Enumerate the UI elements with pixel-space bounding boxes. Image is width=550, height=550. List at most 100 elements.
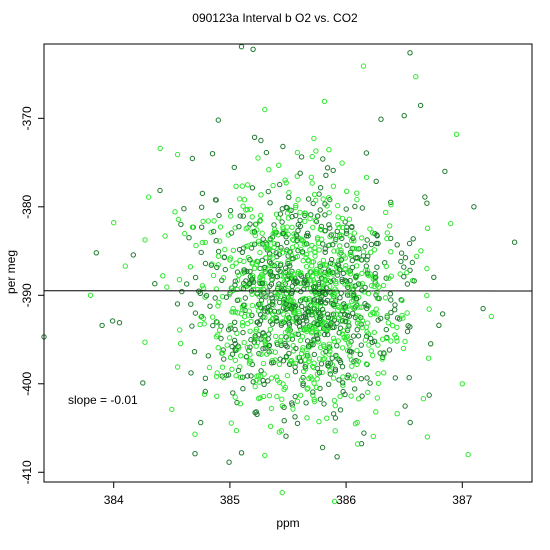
- data-point: [371, 311, 377, 317]
- data-point: [368, 348, 374, 354]
- data-point: [246, 360, 253, 366]
- data-point: [351, 230, 357, 236]
- data-point: [236, 224, 242, 230]
- data-point: [351, 245, 357, 252]
- data-point: [394, 324, 400, 331]
- data-point: [363, 174, 370, 181]
- data-point: [271, 241, 277, 247]
- data-point: [255, 238, 262, 245]
- data-point: [220, 347, 226, 353]
- data-point: [198, 314, 204, 320]
- data-point: [325, 269, 331, 275]
- data-point: [164, 284, 170, 290]
- data-point: [279, 396, 285, 402]
- data-point: [258, 351, 264, 357]
- data-point: [272, 230, 278, 236]
- data-point: [383, 209, 389, 216]
- data-point: [426, 306, 432, 312]
- data-point: [280, 143, 286, 150]
- x-tick-label: 386: [336, 493, 356, 507]
- data-point: [371, 329, 377, 336]
- data-point: [210, 228, 217, 235]
- data-point: [290, 298, 296, 304]
- data-point: [268, 292, 274, 298]
- data-point: [192, 274, 199, 281]
- data-point: [229, 343, 235, 350]
- data-point: [283, 433, 289, 439]
- data-point: [290, 256, 296, 262]
- data-point: [383, 275, 389, 281]
- data-point: [293, 345, 299, 352]
- data-point: [241, 282, 248, 289]
- data-point: [325, 360, 331, 366]
- data-point: [348, 349, 355, 355]
- data-point: [203, 293, 210, 299]
- data-point: [379, 356, 385, 362]
- data-point: [394, 338, 400, 344]
- data-point: [253, 221, 259, 227]
- data-point: [342, 219, 348, 225]
- data-point: [316, 370, 323, 376]
- data-point: [284, 210, 291, 216]
- data-point: [329, 256, 335, 263]
- data-point: [269, 299, 276, 305]
- data-point: [344, 242, 350, 248]
- data-point: [261, 266, 268, 273]
- data-point: [292, 369, 299, 375]
- data-point: [267, 254, 273, 260]
- x-tick-label: 385: [220, 493, 240, 507]
- data-point: [352, 421, 359, 427]
- data-point: [268, 281, 275, 287]
- data-point: [331, 498, 338, 505]
- data-point: [292, 393, 298, 400]
- data-point: [364, 237, 370, 243]
- data-point: [327, 225, 333, 231]
- x-tick-label: 387: [452, 493, 472, 507]
- data-point: [202, 294, 208, 300]
- data-point: [275, 309, 282, 315]
- data-point: [227, 207, 234, 214]
- data-point: [344, 282, 350, 288]
- data-point: [384, 235, 390, 242]
- data-point: [280, 311, 286, 317]
- data-point: [305, 385, 311, 391]
- data-point: [355, 441, 361, 447]
- data-point: [365, 290, 372, 297]
- data-point: [300, 382, 306, 388]
- data-point: [333, 280, 339, 287]
- data-point: [347, 233, 353, 239]
- data-point: [343, 228, 350, 234]
- data-point: [205, 218, 212, 224]
- data-point: [406, 375, 412, 381]
- data-point: [258, 373, 264, 380]
- data-point: [276, 361, 283, 367]
- data-point: [392, 375, 398, 381]
- data-point: [214, 319, 221, 326]
- data-point: [233, 373, 239, 379]
- data-point: [399, 312, 405, 319]
- data-point: [217, 224, 224, 230]
- data-point: [319, 320, 325, 326]
- data-point: [271, 222, 277, 228]
- data-point: [206, 364, 213, 371]
- data-point: [338, 290, 344, 296]
- data-point: [295, 228, 301, 234]
- data-point: [177, 340, 184, 347]
- data-point: [267, 263, 273, 269]
- data-point: [217, 238, 223, 244]
- data-point: [287, 263, 293, 269]
- data-point: [353, 296, 360, 302]
- data-point: [413, 74, 419, 80]
- data-point: [221, 375, 227, 381]
- data-point: [301, 368, 307, 374]
- data-point: [311, 320, 317, 326]
- data-point: [281, 386, 287, 393]
- data-point: [382, 295, 389, 301]
- data-point: [208, 262, 215, 268]
- y-tick-label: -380: [20, 194, 34, 218]
- data-point: [266, 246, 272, 252]
- data-point: [267, 423, 274, 429]
- data-point: [310, 259, 317, 265]
- data-point: [313, 269, 320, 275]
